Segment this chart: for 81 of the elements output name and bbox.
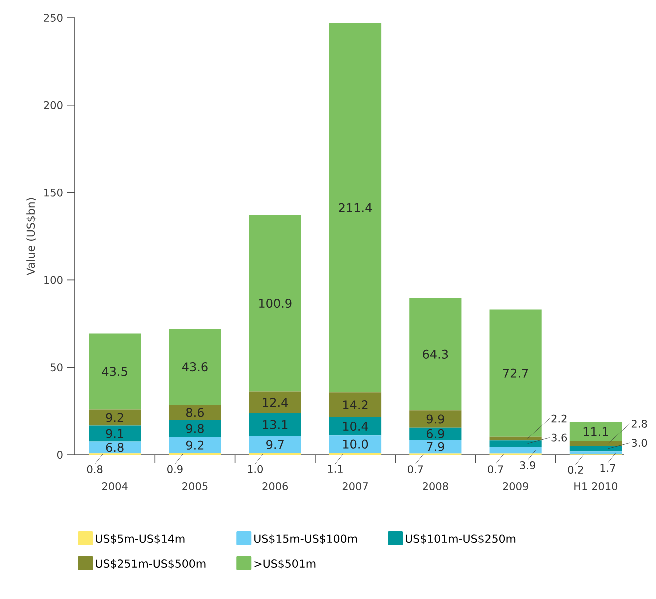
bar (249, 436, 302, 454)
bar (249, 413, 302, 436)
bar (490, 440, 542, 447)
y-axis-title: Value (US$bn) (26, 198, 37, 276)
data-label: 10.0 (343, 440, 368, 449)
data-label: 64.3 (423, 350, 448, 359)
data-label: 12.4 (263, 398, 288, 408)
data-label: 9.9 (426, 414, 444, 424)
data-label: 2.8 (632, 420, 648, 428)
data-label: 43.6 (182, 362, 208, 372)
data-label: 9.8 (186, 424, 204, 434)
bar (169, 405, 222, 420)
data-label: 14.2 (343, 400, 368, 410)
data-label: 1.7 (600, 464, 616, 472)
bar (169, 420, 222, 438)
y-tick-label: 250 (44, 14, 63, 22)
data-label: 0.8 (87, 465, 103, 474)
bar (89, 442, 142, 454)
data-label: 43.5 (102, 367, 128, 376)
y-tick-label: 0 (57, 451, 63, 459)
bar (249, 392, 302, 414)
x-tick-label: 2009 (503, 482, 528, 490)
bar (490, 446, 542, 454)
data-label: 0.7 (488, 466, 504, 474)
data-label: 3.9 (520, 462, 536, 470)
legend-label: US$5m-US$14m (96, 534, 185, 545)
bar (570, 442, 622, 446)
bar (490, 310, 542, 437)
data-label: 6.9 (426, 429, 444, 438)
data-label: 1.0 (248, 465, 263, 474)
data-label: 72.7 (503, 368, 528, 378)
legend-label: US$101m-US$250m (406, 534, 516, 545)
data-label: 0.7 (408, 466, 424, 474)
x-tick-label: 2006 (262, 482, 288, 490)
data-label: 10.4 (343, 422, 368, 432)
bar (329, 23, 382, 393)
y-tick-label: 200 (44, 101, 63, 110)
bar (410, 440, 462, 454)
bar (249, 215, 302, 392)
bar (169, 437, 222, 454)
bar (329, 417, 382, 436)
bar (410, 410, 462, 428)
data-label: 11.1 (584, 427, 608, 436)
bar (89, 410, 142, 426)
legend-label: US$251m-US$500m (96, 559, 206, 570)
data-label: 2.2 (552, 414, 567, 423)
data-label: 211.4 (339, 203, 372, 212)
bar (89, 426, 142, 442)
data-label: 1.1 (328, 465, 343, 473)
bar (169, 328, 222, 406)
y-tick-label: 150 (44, 188, 63, 197)
bar (570, 452, 622, 455)
bar (329, 392, 382, 418)
bar (410, 428, 462, 440)
bar (570, 422, 622, 442)
data-label: 13.1 (263, 420, 288, 430)
x-tick-label: 2007 (342, 482, 368, 490)
data-label: 100.9 (260, 298, 292, 308)
data-label: 6.8 (106, 443, 124, 452)
x-tick-label: 2004 (102, 482, 128, 490)
data-label: 9.2 (106, 413, 124, 422)
x-tick-label: 2005 (182, 482, 208, 490)
bar (570, 446, 622, 452)
data-label: 0.2 (568, 466, 584, 474)
data-label: 3.6 (552, 434, 568, 442)
y-tick-label: 50 (50, 364, 63, 372)
data-label: 9.1 (106, 429, 124, 438)
legend-label: >US$501m (254, 559, 316, 570)
data-label: 0.9 (168, 465, 183, 474)
data-label: 8.6 (186, 408, 204, 418)
data-label: 9.2 (186, 440, 204, 450)
bar (410, 298, 462, 411)
data-label: 9.7 (266, 440, 284, 450)
bar (329, 436, 382, 454)
data-label: 7.9 (427, 442, 444, 452)
x-tick-label: H1 2010 (574, 482, 618, 490)
data-label: 3.0 (632, 439, 648, 448)
bar (89, 334, 142, 410)
y-tick-label: 100 (44, 276, 63, 284)
x-tick-label: 2008 (423, 482, 448, 490)
legend-label: US$15m-US$100m (254, 534, 358, 545)
